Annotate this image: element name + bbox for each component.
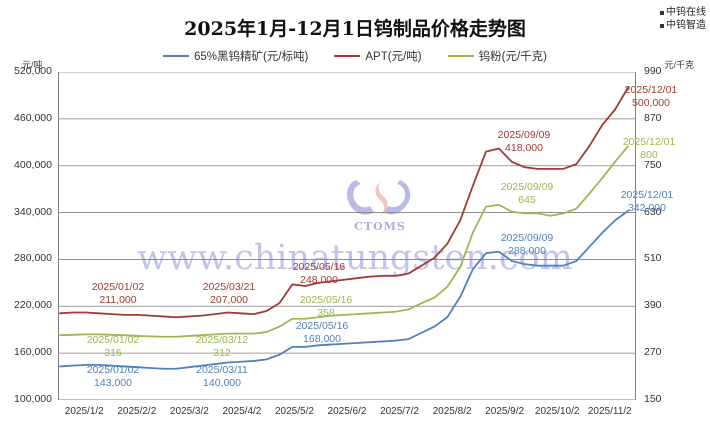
brand-block: 中钨在线 中钨智造 [660, 6, 706, 32]
right-tick-3: 630 [644, 205, 662, 218]
x-tick-2: 2025/3/2 [169, 406, 209, 417]
left-tick-1: 460,000 [14, 111, 52, 124]
legend-item-apt[interactable]: APT(元/吨) [334, 48, 422, 64]
series-canvas [58, 72, 636, 400]
left-tick-3: 340,000 [14, 205, 52, 218]
left-axis-unit: 元/吨 [22, 60, 43, 70]
brand-label-1: 中钨在线 [666, 7, 706, 18]
legend-swatch-powder [447, 54, 474, 58]
left-tick-0: 520,000 [14, 65, 52, 77]
x-tick-4: 2025/5/2 [274, 406, 314, 417]
chart-legend: 65%黑钨精矿(元/标吨) APT(元/吨) 钨粉(元/千克) [0, 48, 710, 64]
right-axis-unit: 元/千克 [664, 60, 694, 70]
left-tick-6: 160,000 [14, 346, 52, 359]
series-line-concentrate [59, 210, 629, 370]
brand-bullet-icon [660, 10, 664, 15]
series-line-apt [59, 86, 629, 319]
right-tick-0: 990 [644, 65, 662, 77]
right-tick-5: 390 [644, 299, 662, 312]
brand-bullet-icon [660, 23, 664, 28]
left-tick-5: 220,000 [14, 299, 52, 312]
legend-item-powder[interactable]: 钨粉(元/千克) [447, 48, 547, 64]
legend-label-apt: APT(元/吨) [365, 51, 422, 63]
right-tick-4: 510 [644, 252, 662, 265]
x-tick-5: 2025/6/2 [327, 406, 367, 417]
legend-label-powder: 钨粉(元/千克) [478, 51, 547, 63]
left-tick-2: 400,000 [14, 158, 52, 171]
legend-item-concentrate[interactable]: 65%黑钨精矿(元/标吨) [163, 48, 308, 64]
x-tick-10: 2025/11/2 [587, 406, 632, 417]
right-tick-6: 270 [644, 346, 662, 359]
chart-title: 2025年1月-12月1日钨制品价格走势图 [184, 18, 526, 40]
legend-swatch-apt [334, 54, 361, 58]
x-tick-0: 2025/1/2 [64, 406, 104, 417]
legend-swatch-concentrate [163, 54, 190, 58]
x-tick-7: 2025/8/2 [432, 406, 472, 417]
x-tick-6: 2025/7/2 [380, 406, 419, 417]
x-tick-9: 2025/10/2 [534, 406, 580, 417]
x-tick-8: 2025/9/2 [485, 406, 525, 417]
right-tick-1: 870 [644, 111, 662, 124]
series-line-powder [59, 145, 629, 338]
right-tick-7: 150 [644, 393, 662, 405]
left-tick-7: 100,000 [14, 393, 52, 405]
brand-line-2: 中钨智造 [660, 19, 706, 32]
x-tick-1: 2025/2/2 [117, 406, 157, 417]
brand-label-2: 中钨智造 [666, 20, 706, 31]
x-tick-3: 2025/4/2 [222, 406, 262, 417]
right-tick-2: 750 [644, 158, 662, 171]
brand-line-1: 中钨在线 [660, 6, 706, 19]
legend-label-concentrate: 65%黑钨精矿(元/标吨) [194, 51, 309, 63]
left-tick-4: 280,000 [14, 252, 52, 265]
plot-area [58, 72, 636, 400]
